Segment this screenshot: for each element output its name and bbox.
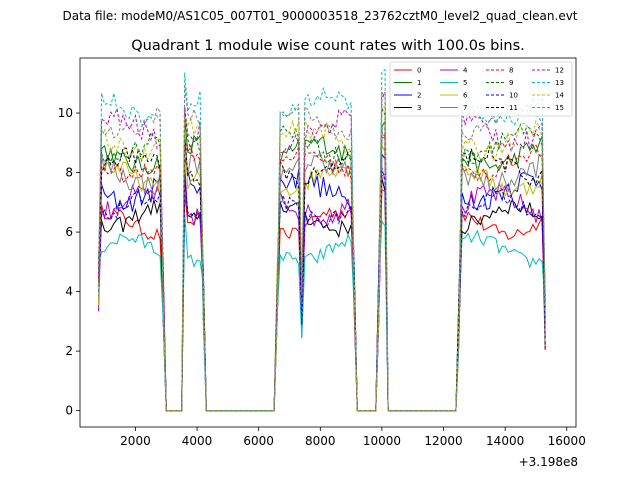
x-tick-label: 12000 — [424, 434, 462, 448]
legend-label: 9 — [509, 79, 513, 87]
legend-label: 2 — [417, 92, 421, 100]
y-tick-label: 4 — [65, 285, 73, 299]
chart-title: Quadrant 1 module wise count rates with … — [131, 38, 525, 54]
x-tick-label: 4000 — [182, 434, 213, 448]
legend-box — [389, 61, 573, 117]
legend-label: 14 — [555, 92, 564, 100]
series-line-15 — [98, 85, 546, 412]
legend-label: 15 — [555, 104, 564, 112]
legend-label: 12 — [555, 67, 564, 75]
legend-label: 7 — [463, 104, 467, 112]
series-line-9 — [98, 107, 546, 412]
x-tick-label: 14000 — [486, 434, 524, 448]
y-tick-label: 8 — [65, 166, 73, 180]
y-tick-label: 10 — [58, 106, 73, 120]
axes-frame — [79, 57, 577, 428]
x-tick-label: 2000 — [120, 434, 151, 448]
x-tick-label: 6000 — [243, 434, 274, 448]
y-axis-ticks: 0 2 4 6 8 10 — [58, 106, 80, 418]
x-tick-label: 16000 — [548, 434, 586, 448]
y-tick-label: 6 — [65, 225, 73, 239]
figure-suptitle: Data file: modeM0/AS1C05_007T01_90000035… — [62, 9, 577, 23]
legend-label: 3 — [417, 104, 421, 112]
series-line-14 — [98, 106, 546, 412]
plot-area — [98, 68, 546, 412]
legend-label: 11 — [509, 104, 518, 112]
x-tick-label: 10000 — [363, 434, 401, 448]
legend-label: 6 — [463, 92, 468, 100]
series-line-12 — [98, 91, 546, 412]
x-axis-ticks: 2000 4000 6000 8000 10000 12000 14000 16000 — [120, 427, 586, 448]
y-tick-label: 0 — [65, 404, 73, 418]
x-tick-label: 8000 — [305, 434, 336, 448]
legend-label: 13 — [555, 79, 564, 87]
y-tick-label: 2 — [65, 344, 73, 358]
x-axis-offset-label: +3.198e8 — [519, 455, 578, 469]
legend-label: 8 — [509, 67, 513, 75]
legend-label: 1 — [417, 79, 421, 87]
series-line-10 — [98, 167, 546, 412]
legend-label: 10 — [509, 92, 518, 100]
legend-label: 4 — [463, 67, 468, 75]
legend-label: 5 — [463, 79, 467, 87]
legend-label: 0 — [417, 67, 421, 75]
